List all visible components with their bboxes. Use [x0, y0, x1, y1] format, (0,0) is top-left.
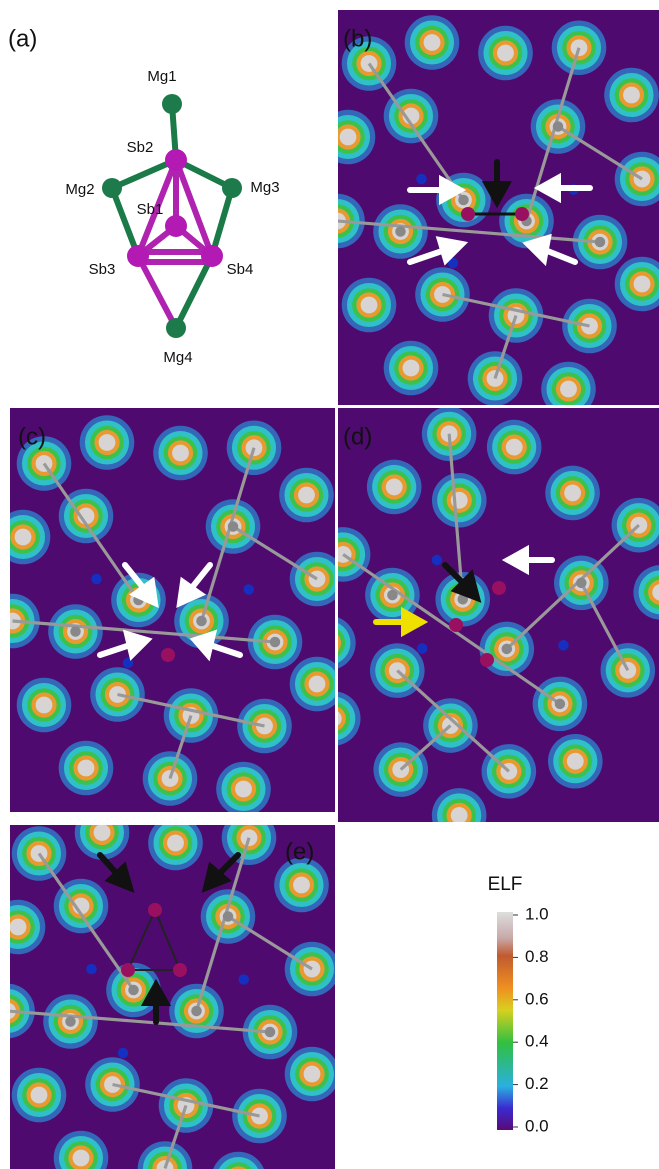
- panel-label: (d): [343, 423, 372, 450]
- molecule: Mg1 Sb2 Mg2 Mg3 Sb1 Sb3 Sb4 Mg4: [65, 68, 279, 366]
- atom-label: Sb4: [227, 261, 254, 278]
- atom-label: Mg1: [147, 68, 176, 85]
- figure: Mg1 Sb2 Mg2 Mg3 Sb1 Sb3 Sb4 Mg4 (a) (b) …: [0, 0, 659, 1169]
- panel-b: [310, 10, 659, 416]
- colorbar-title: ELF: [488, 874, 523, 895]
- panel-c: [0, 408, 344, 816]
- colorbar-tick-label: 0.6: [525, 989, 549, 1008]
- atom-label: Mg2: [65, 181, 94, 198]
- colorbar-tick-label: 0.4: [525, 1032, 549, 1051]
- atom-label: Mg4: [163, 349, 192, 366]
- colorbar: ELF 1.0 0.8 0.6 0.4 0.2 0.0: [488, 874, 549, 1135]
- colorbar-scale: [497, 912, 513, 1130]
- panel-label: (e): [285, 838, 314, 865]
- colorbar-tick-label: 0.0: [525, 1116, 549, 1135]
- atom-label: Sb1: [137, 201, 164, 218]
- colorbar-tick-label: 0.2: [525, 1074, 549, 1093]
- panel-label: (b): [343, 25, 372, 52]
- colorbar-tick-label: 0.8: [525, 947, 549, 966]
- panel-label: (a): [8, 25, 37, 52]
- atom-label: Sb2: [127, 139, 154, 156]
- colorbar-tick-label: 1.0: [525, 904, 549, 923]
- atom-label: Mg3: [250, 179, 279, 196]
- atom-label: Sb3: [89, 261, 116, 278]
- panel-label: (c): [18, 423, 46, 450]
